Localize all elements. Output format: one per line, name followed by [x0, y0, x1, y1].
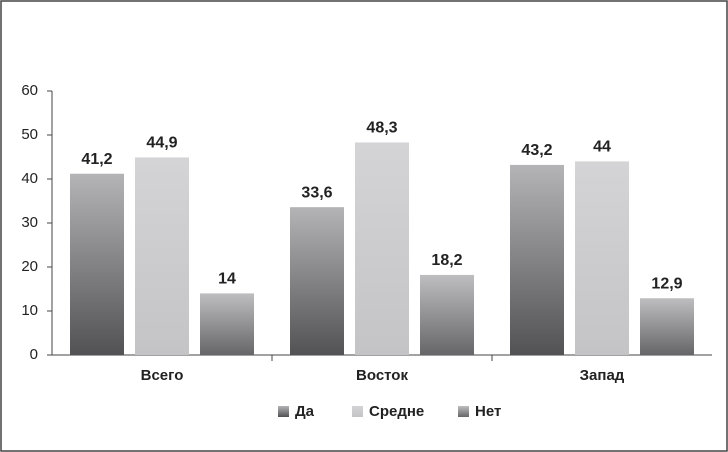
- bar: [290, 207, 344, 355]
- legend-swatch: [458, 406, 469, 417]
- value-label: 44,9: [146, 135, 177, 152]
- value-label: 12,9: [651, 275, 682, 292]
- value-label: 43,2: [521, 142, 552, 159]
- x-tick-label: Всего: [141, 367, 184, 384]
- value-label: 41,2: [81, 151, 112, 168]
- bar: [575, 161, 629, 355]
- y-tick-label: 40: [21, 170, 38, 187]
- x-tick-label: Запад: [580, 367, 625, 384]
- legend-label: Нет: [475, 403, 501, 420]
- y-tick-label: 60: [21, 82, 38, 99]
- bar: [200, 293, 254, 355]
- bar: [510, 164, 564, 355]
- value-label: 14: [218, 271, 236, 288]
- value-label: 48,3: [366, 120, 397, 137]
- y-tick-label: 10: [21, 302, 38, 319]
- bar: [135, 157, 189, 355]
- bar: [420, 274, 474, 355]
- legend-swatch: [352, 406, 363, 417]
- legend-label: Да: [295, 403, 315, 420]
- x-tick-label: Восток: [356, 367, 408, 384]
- bar: [640, 298, 694, 355]
- value-label: 44: [593, 139, 611, 156]
- legend-swatch: [278, 406, 289, 417]
- y-tick-label: 50: [21, 126, 38, 143]
- y-tick-label: 30: [21, 214, 38, 231]
- legend-label: Средне: [369, 403, 424, 420]
- value-label: 33,6: [301, 184, 332, 201]
- value-label: 18,2: [431, 252, 462, 269]
- y-tick-label: 20: [21, 258, 38, 275]
- y-tick-label: 0: [30, 346, 38, 363]
- bar: [355, 142, 409, 355]
- bar: [70, 173, 124, 355]
